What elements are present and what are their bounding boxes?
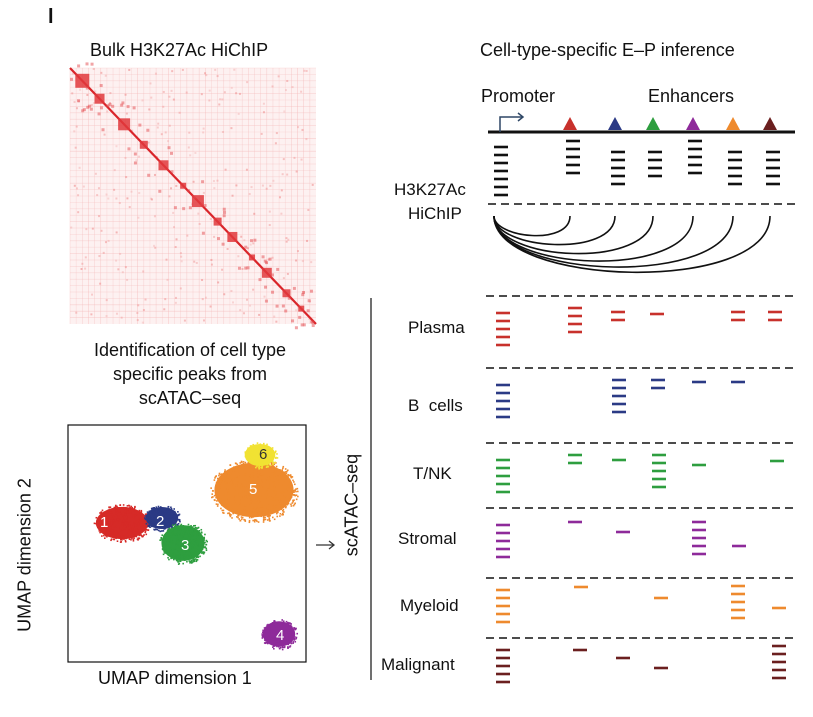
cell-type-label-stromal: Stromal bbox=[398, 529, 457, 548]
identification-caption-line1: Identification of cell type bbox=[93, 340, 287, 360]
umap-x-axis-label: UMAP dimension 1 bbox=[98, 668, 252, 688]
celltype-row-3 bbox=[486, 507, 797, 559]
hichip-loop-1 bbox=[493, 215, 571, 237]
ep-inference-title: Cell-type-specific E–P inference bbox=[480, 40, 735, 60]
umap-cluster-2 bbox=[144, 505, 181, 533]
umap-cluster-label-5: 5 bbox=[249, 481, 257, 498]
cell-type-label-myeloid: Myeloid bbox=[400, 596, 459, 615]
umap-cluster-label-3: 3 bbox=[181, 537, 189, 554]
enhancer-triangle-icon-5 bbox=[726, 117, 740, 130]
promoter-arrow-icon bbox=[499, 112, 525, 132]
hichip-loops bbox=[493, 215, 771, 274]
celltype-row-0 bbox=[486, 295, 797, 347]
hichip-loop-5 bbox=[493, 215, 734, 268]
celltype-row-1 bbox=[486, 367, 797, 419]
umap-cluster-label-2: 2 bbox=[156, 513, 164, 530]
enhancer-triangle-icon-2 bbox=[608, 117, 622, 130]
cell-type-label-malignant: Malignant bbox=[381, 655, 455, 674]
hichip-read-bars bbox=[494, 139, 780, 197]
panel-letter: l bbox=[48, 6, 54, 28]
celltype-row-5 bbox=[486, 637, 797, 684]
umap-cluster-label-1: 1 bbox=[100, 514, 108, 531]
cell-type-label-plasma: Plasma bbox=[408, 318, 465, 337]
umap-cluster-label-4: 4 bbox=[276, 627, 284, 644]
hichip-contact-matrix bbox=[69, 62, 317, 330]
identification-caption-line2: specific peaks from bbox=[112, 364, 268, 384]
enhancer-triangle-icon-4 bbox=[686, 117, 700, 130]
celltype-row-2 bbox=[486, 442, 797, 494]
promoter-label: Promoter bbox=[481, 86, 556, 106]
hichip-track-label-line1: H3K27Ac bbox=[394, 180, 466, 199]
celltype-row-4 bbox=[486, 577, 797, 624]
hichip-loop-4 bbox=[493, 215, 694, 262]
hichip-track-label-line2: HiChIP bbox=[408, 204, 462, 223]
umap-cluster-label-6: 6 bbox=[259, 446, 267, 463]
genome-track bbox=[488, 112, 795, 134]
enhancer-triangle-icon-1 bbox=[563, 117, 577, 130]
umap-cluster-5 bbox=[210, 458, 299, 524]
hichip-loop-3 bbox=[493, 215, 654, 255]
cell-type-label-t-nk: T/NK bbox=[413, 464, 452, 483]
umap-cluster-4 bbox=[261, 619, 299, 651]
identification-caption-line3: scATAC–seq bbox=[138, 388, 242, 408]
hichip-loop-2 bbox=[493, 215, 616, 246]
right-arrow-icon bbox=[316, 540, 336, 550]
cell-type-label-b-cells: B cells bbox=[408, 396, 463, 415]
umap-cluster-6 bbox=[244, 442, 279, 470]
hichip-loop-6 bbox=[493, 215, 771, 274]
enhancers-label: Enhancers bbox=[648, 86, 735, 106]
hichip-matrix-title: Bulk H3K27Ac HiChIP bbox=[90, 40, 269, 60]
enhancer-triangle-icon-6 bbox=[763, 117, 777, 130]
umap-cluster-3 bbox=[159, 523, 209, 565]
enhancer-triangle-icon-3 bbox=[646, 117, 660, 130]
